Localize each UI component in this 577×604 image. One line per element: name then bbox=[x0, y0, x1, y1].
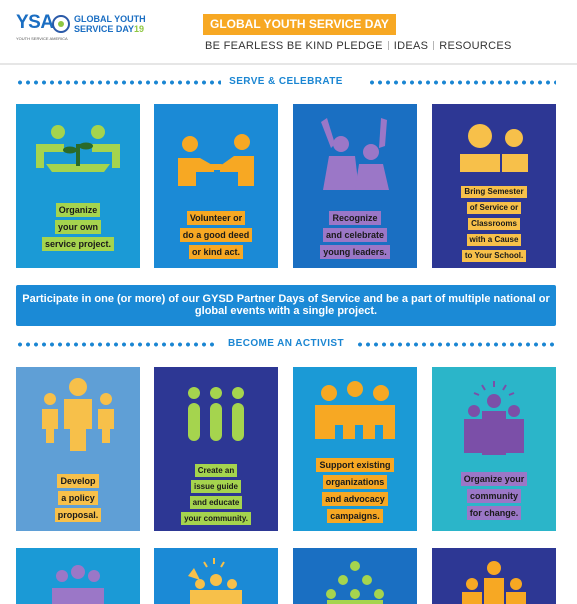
tile-label: Develop a policy proposal. bbox=[16, 471, 140, 522]
header-divider bbox=[0, 63, 577, 65]
family-icon bbox=[42, 378, 114, 451]
teacher-student-icon bbox=[460, 124, 528, 172]
seedling-hands-icon bbox=[36, 125, 120, 172]
tile-bottom-1[interactable] bbox=[16, 548, 140, 604]
dotted-rule bbox=[16, 342, 216, 347]
tile-issue-guide[interactable]: Create an issue guide and educate your c… bbox=[154, 367, 278, 531]
tile-label: Organize your own service project. bbox=[16, 200, 140, 251]
crowd-icon bbox=[462, 561, 526, 604]
section-title-serve: SERVE & CELEBRATE bbox=[221, 76, 351, 87]
logo-tagline: YOUTH SERVICE AMERICA bbox=[16, 36, 68, 41]
tile-bottom-2[interactable] bbox=[154, 548, 278, 604]
tile-organize-community[interactable]: Organize your community for change. bbox=[432, 367, 556, 531]
raised-hands-icon bbox=[321, 118, 389, 190]
nav-pledge[interactable]: BE FEARLESS BE KIND PLEDGE bbox=[205, 40, 383, 52]
dotted-rule bbox=[368, 80, 556, 85]
tile-label: Volunteer or do a good deed or kind act. bbox=[154, 208, 278, 259]
tile-semester-service[interactable]: Bring Semester of Service or Classrooms … bbox=[432, 104, 556, 268]
tile-bottom-3[interactable] bbox=[293, 548, 417, 604]
tile-label: Support existing organizations and advoc… bbox=[293, 455, 417, 523]
logo-year: 19 bbox=[134, 24, 145, 34]
tile-policy-proposal[interactable]: Develop a policy proposal. bbox=[16, 367, 140, 531]
tile-volunteer[interactable]: Volunteer or do a good deed or kind act. bbox=[154, 104, 278, 268]
nav-resources[interactable]: RESOURCES bbox=[439, 40, 512, 52]
section-title-activist: BECOME AN ACTIVIST bbox=[220, 338, 352, 349]
partner-days-banner[interactable]: Participate in one (or more) of our GYSD… bbox=[16, 285, 556, 326]
nav-ideas[interactable]: IDEAS bbox=[393, 40, 429, 52]
logo-line2: SERVICE DAY19 bbox=[74, 24, 145, 34]
group-linked-icon bbox=[315, 381, 395, 439]
logo-line1: GLOBAL YOUTH bbox=[74, 14, 146, 24]
tile-label: Bring Semester of Service or Classrooms … bbox=[432, 182, 556, 262]
gysd-badge[interactable]: GLOBAL YOUTH SERVICE DAY bbox=[203, 14, 396, 35]
cheering-group-icon bbox=[188, 558, 242, 604]
tile-label: Organize your community for change. bbox=[432, 469, 556, 520]
main-nav: BE FEARLESS BE KIND PLEDGE IDEAS RESOURCES bbox=[205, 40, 512, 52]
nav-separator bbox=[387, 41, 389, 50]
dotted-rule bbox=[16, 80, 226, 85]
tile-label: Create an issue guide and educate your c… bbox=[154, 461, 278, 525]
leader-group-icon bbox=[464, 381, 524, 455]
section-heading-serve: SERVE & CELEBRATE bbox=[16, 75, 556, 89]
handshake-icon bbox=[178, 134, 254, 186]
logo-mark: YSA bbox=[16, 12, 54, 33]
three-people-icon bbox=[188, 387, 244, 441]
tile-label: Recognize and celebrate young leaders. bbox=[293, 208, 417, 259]
site-header: YSA GLOBAL YOUTH SERVICE DAY19 YOUTH SER… bbox=[0, 0, 577, 64]
section-heading-activist: BECOME AN ACTIVIST bbox=[16, 337, 556, 351]
tile-recognize[interactable]: Recognize and celebrate young leaders. bbox=[293, 104, 417, 268]
people-circle-icon bbox=[52, 565, 104, 604]
nav-separator bbox=[433, 41, 435, 50]
tile-organize-project[interactable]: Organize your own service project. bbox=[16, 104, 140, 268]
dotted-rule bbox=[356, 342, 556, 347]
tile-support-organizations[interactable]: Support existing organizations and advoc… bbox=[293, 367, 417, 531]
globe-icon bbox=[52, 15, 70, 33]
pyramid-group-icon bbox=[326, 561, 384, 604]
tile-bottom-4[interactable] bbox=[432, 548, 556, 604]
ysa-gysd-logo[interactable]: YSA GLOBAL YOUTH SERVICE DAY19 YOUTH SER… bbox=[16, 12, 146, 41]
